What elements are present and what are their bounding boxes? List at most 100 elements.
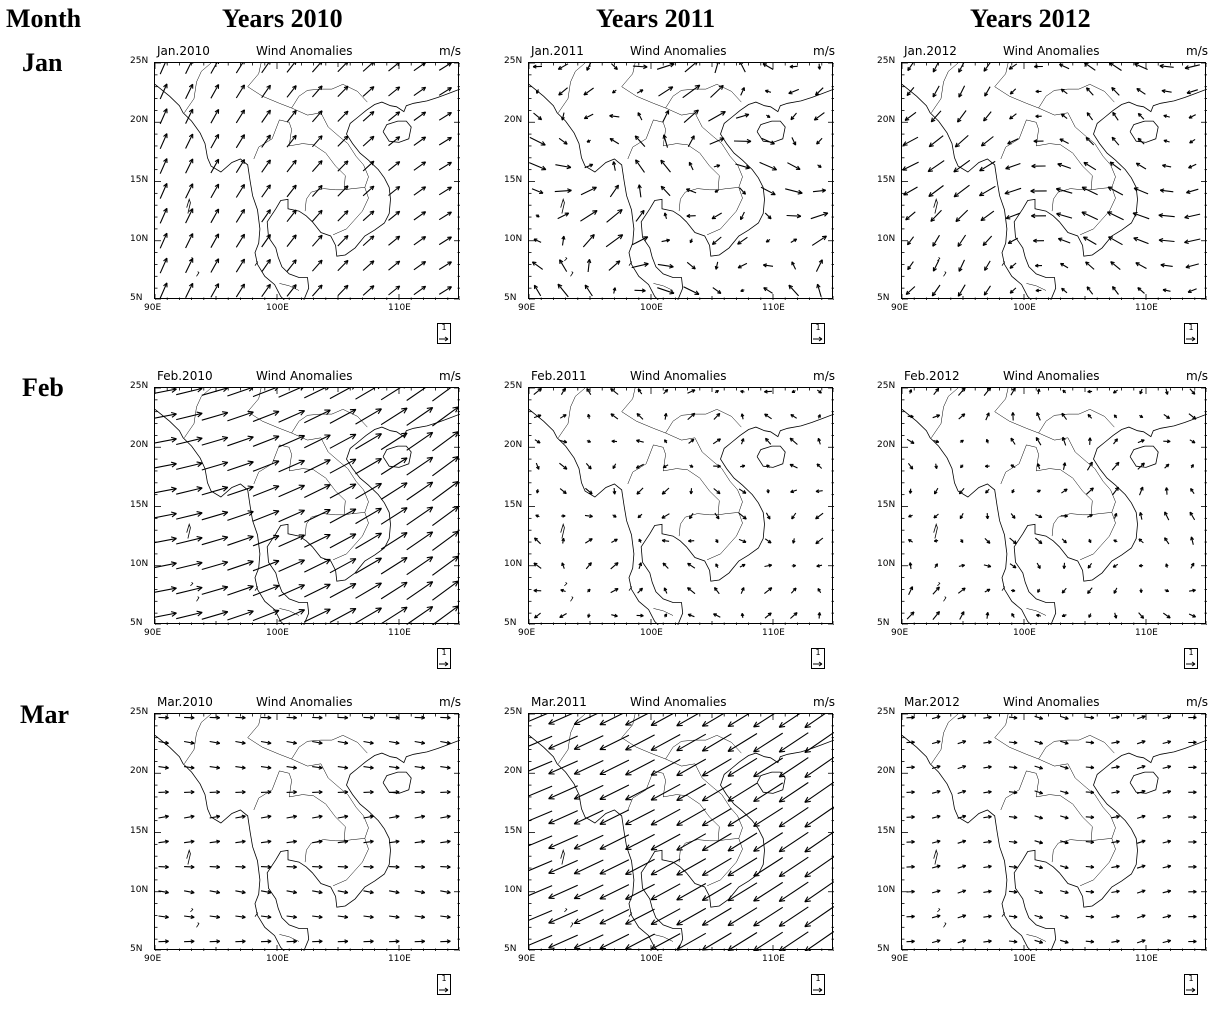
wind-vector: [261, 258, 271, 273]
lon-tick-label: 100E: [266, 628, 289, 638]
wind-vector: [609, 113, 620, 119]
wind-vector: [906, 914, 915, 919]
wind-vector: [304, 608, 331, 623]
wind-vector: [440, 890, 451, 895]
panel-units: m/s: [813, 695, 835, 709]
wind-vector: [363, 864, 374, 870]
wind-vector: [440, 914, 451, 920]
wind-vector: [1133, 187, 1149, 195]
lat-tick-label: 20N: [877, 766, 896, 777]
wind-vector: [727, 733, 758, 752]
wind-vector: [1107, 186, 1124, 196]
wind-vector: [438, 87, 452, 96]
wind-vector: [738, 512, 747, 520]
wind-vector: [778, 732, 809, 753]
wind-vector: [905, 286, 916, 296]
wind-vector: [907, 414, 914, 419]
wind-vector: [388, 161, 401, 172]
wind-vector: [440, 789, 451, 795]
wind-vector: [1189, 138, 1196, 144]
wind-vector: [791, 512, 797, 520]
wind-vector: [740, 612, 745, 618]
coastline: [902, 734, 1207, 951]
wind-vector: [1060, 914, 1069, 919]
wind-vector: [983, 864, 992, 869]
wind-vector: [573, 714, 598, 725]
wind-vector: [804, 781, 834, 803]
reference-vector-value: 1: [441, 648, 447, 657]
wind-vector: [765, 512, 771, 520]
wind-vector: [804, 881, 834, 903]
wind-vector: [1136, 740, 1146, 745]
wind-vector: [558, 87, 568, 96]
lat-tick-label: 10N: [877, 233, 896, 244]
panel-date-label: Feb.2012: [904, 369, 960, 383]
wind-vector: [932, 85, 940, 98]
wind-vector: [676, 833, 707, 851]
wind-vector: [958, 259, 965, 272]
wind-vector: [1162, 612, 1171, 619]
wind-vector: [311, 160, 323, 172]
lon-tick-label: 110E: [388, 303, 411, 313]
wind-vector: [753, 732, 783, 753]
wind-vector: [661, 238, 671, 243]
wind-vector: [701, 857, 732, 877]
wind-vector: [1085, 740, 1095, 745]
wind-vector: [932, 586, 940, 595]
wind-vector: [209, 814, 221, 819]
wind-vector: [1060, 88, 1068, 95]
wind-vector: [712, 287, 722, 294]
wind-vector: [934, 563, 939, 569]
wind-vector: [1134, 63, 1148, 71]
wind-vector: [599, 809, 630, 825]
map-frame: [901, 387, 1207, 625]
wind-vector: [363, 839, 374, 844]
wind-vector: [804, 856, 834, 878]
wind-vector: [1162, 163, 1172, 168]
panel-title: Wind Anomalies: [630, 695, 727, 709]
map-frame: [901, 713, 1207, 951]
wind-vectors: [529, 714, 834, 951]
wind-vector: [389, 864, 400, 870]
wind-vector: [612, 161, 617, 171]
wind-vector: [432, 580, 459, 601]
wind-vector: [278, 584, 306, 597]
wind-vector: [286, 765, 297, 770]
wind-vector: [227, 410, 254, 422]
wind-vector: [235, 134, 246, 149]
wind-vector: [983, 790, 992, 795]
wind-vector: [1061, 287, 1068, 294]
wind-vector: [286, 259, 297, 272]
wind-vector: [362, 185, 375, 197]
wind-vector: [727, 832, 758, 852]
wind-vector: [612, 514, 617, 518]
lat-tick-label: 10N: [130, 558, 149, 569]
wind-vector: [804, 731, 834, 754]
wind-vector: [235, 208, 246, 223]
panel-title: Wind Anomalies: [1003, 369, 1100, 383]
wind-vector: [599, 909, 630, 925]
reference-vector-value: 1: [815, 648, 821, 657]
map-frame: [154, 387, 460, 625]
wind-vector: [1061, 488, 1068, 494]
wind-vector: [155, 461, 177, 469]
wind-vector: [957, 814, 967, 819]
wind-vector: [763, 287, 773, 294]
wind-vector: [1036, 613, 1042, 618]
lat-tick-label: 20N: [877, 115, 896, 126]
wind-vector: [791, 563, 796, 568]
wind-vector: [201, 388, 229, 396]
wind-vector: [573, 909, 604, 925]
wind-vector: [286, 63, 297, 73]
wind-vector: [1037, 588, 1041, 593]
lon-tick-label: 110E: [1135, 954, 1158, 964]
wind-vector: [584, 514, 593, 519]
wind-vector: [337, 284, 349, 297]
wind-vector: [1035, 288, 1042, 293]
panel-title: Wind Anomalies: [256, 369, 353, 383]
wind-vector: [585, 487, 593, 495]
wind-vector: [158, 839, 169, 844]
wind-vector: [432, 406, 459, 427]
wind-vector: [816, 563, 823, 568]
wind-vector: [625, 714, 649, 726]
